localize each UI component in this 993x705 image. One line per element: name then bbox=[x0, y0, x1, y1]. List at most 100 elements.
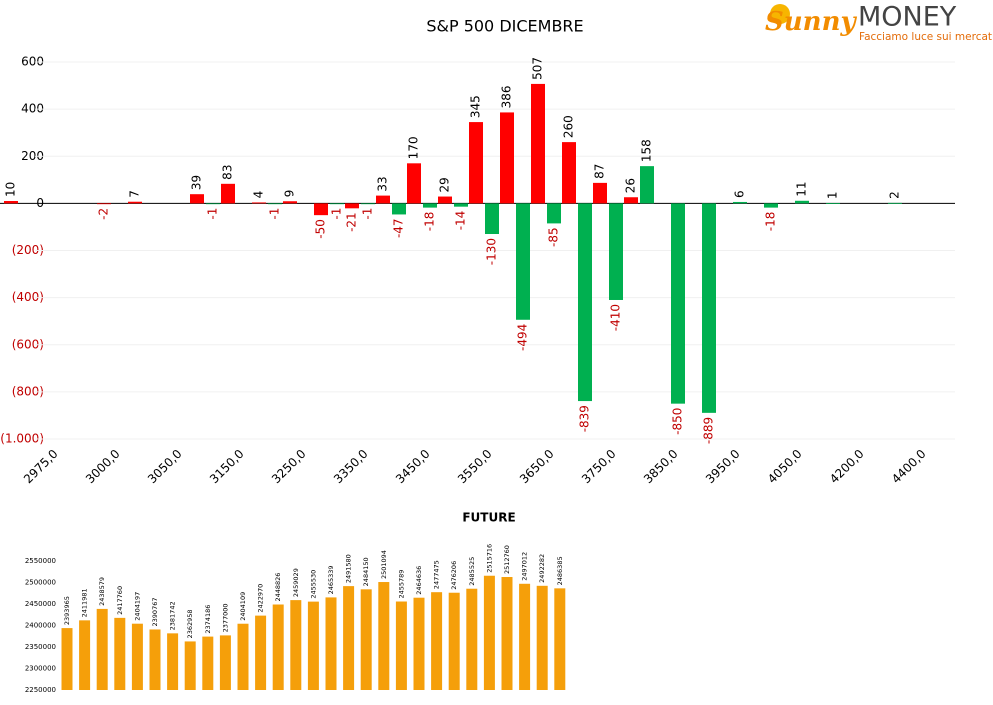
bar bbox=[733, 201, 747, 204]
y-tick-label: 2450000 bbox=[25, 600, 56, 608]
bar bbox=[4, 201, 18, 204]
data-label: 2459029 bbox=[292, 568, 300, 597]
bar bbox=[149, 629, 161, 690]
data-label: 2455530 bbox=[309, 570, 317, 599]
data-label: 2512760 bbox=[503, 545, 511, 574]
bar bbox=[501, 577, 513, 690]
data-label: 2377000 bbox=[221, 603, 229, 632]
y-tick-label: 200 bbox=[21, 149, 44, 163]
bar bbox=[764, 203, 778, 208]
data-label: 345 bbox=[469, 95, 483, 118]
bar bbox=[330, 203, 344, 205]
data-label: -494 bbox=[516, 324, 530, 351]
bar bbox=[345, 203, 359, 209]
data-label: -839 bbox=[578, 405, 592, 432]
data-label: 386 bbox=[500, 86, 514, 109]
data-label: 2492282 bbox=[538, 554, 546, 583]
data-label: -50 bbox=[314, 219, 328, 239]
bar bbox=[360, 589, 372, 690]
bar bbox=[516, 203, 530, 320]
logo-tagline: Facciamo luce sui mercati bbox=[859, 31, 993, 43]
bar bbox=[469, 122, 483, 204]
data-label: -2 bbox=[97, 208, 111, 220]
x-tick-label: 3750,0 bbox=[579, 447, 619, 487]
x-tick-label: 4050,0 bbox=[765, 447, 805, 487]
x-tick-label: 3250,0 bbox=[269, 447, 309, 487]
data-label: 10 bbox=[4, 182, 18, 197]
bar bbox=[888, 202, 902, 204]
data-label: 2477475 bbox=[433, 560, 441, 589]
data-label: 87 bbox=[593, 164, 607, 179]
data-label: 33 bbox=[376, 176, 390, 191]
bar bbox=[531, 83, 545, 204]
bar bbox=[167, 633, 179, 690]
bar bbox=[255, 615, 267, 690]
data-label: 2411981 bbox=[81, 588, 89, 617]
x-tick-label: 3000,0 bbox=[83, 447, 123, 487]
data-label: -889 bbox=[702, 417, 716, 444]
data-label: -410 bbox=[609, 304, 623, 331]
data-label: -130 bbox=[485, 238, 499, 265]
bar bbox=[96, 608, 108, 690]
bar bbox=[307, 601, 319, 690]
bar bbox=[671, 203, 685, 404]
logo-brand: Sunny bbox=[765, 7, 857, 37]
y-tick-label: (200) bbox=[12, 243, 44, 257]
data-label: -85 bbox=[547, 227, 561, 247]
data-label: 2464636 bbox=[415, 566, 423, 595]
bar bbox=[431, 592, 443, 690]
y-tick-label: 2300000 bbox=[25, 665, 56, 673]
bar bbox=[702, 203, 716, 413]
bar bbox=[826, 203, 840, 204]
x-tick-label: 3150,0 bbox=[207, 447, 247, 487]
logo: Sunny MONEY Facciamo luce sui mercati bbox=[765, 2, 993, 44]
y-tick-label: (400) bbox=[12, 290, 44, 304]
data-label: 2484150 bbox=[362, 557, 370, 586]
bar bbox=[392, 203, 406, 215]
data-label: 170 bbox=[407, 136, 421, 159]
data-label: -47 bbox=[392, 218, 406, 238]
bar bbox=[640, 166, 654, 204]
data-label: -1 bbox=[268, 208, 282, 220]
x-tick-label: 2975,0 bbox=[21, 447, 61, 487]
data-label: -18 bbox=[764, 212, 778, 232]
bar bbox=[190, 194, 204, 204]
bar bbox=[413, 597, 425, 690]
bar bbox=[448, 592, 460, 690]
bar bbox=[114, 617, 126, 690]
y-tick-label: 400 bbox=[21, 102, 44, 116]
bar bbox=[624, 197, 638, 204]
data-label: -1 bbox=[361, 208, 375, 220]
bar bbox=[407, 163, 421, 204]
bar bbox=[361, 203, 375, 205]
bar bbox=[252, 202, 266, 204]
bar bbox=[131, 623, 143, 690]
data-label: -18 bbox=[423, 212, 437, 232]
data-label: 26 bbox=[624, 178, 638, 193]
bar bbox=[79, 620, 91, 690]
y-tick-label: 2500000 bbox=[25, 579, 56, 587]
bar bbox=[483, 575, 495, 690]
x-tick-label: 3550,0 bbox=[455, 447, 495, 487]
x-tick-label: 3450,0 bbox=[393, 447, 433, 487]
y-tick-label: 2350000 bbox=[25, 643, 56, 651]
x-tick-label: 4400,0 bbox=[889, 447, 929, 487]
data-label: 158 bbox=[640, 139, 654, 162]
chart-title: S&P 500 DICEMBRE bbox=[426, 17, 583, 36]
data-label: 39 bbox=[190, 175, 204, 190]
bar bbox=[290, 600, 302, 690]
data-label: 2497012 bbox=[521, 552, 529, 581]
data-label: 2515716 bbox=[485, 544, 493, 573]
chart-title: FUTURE bbox=[462, 511, 515, 525]
bar bbox=[219, 635, 231, 690]
data-label: 2404197 bbox=[133, 592, 141, 621]
y-tick-label: (1.000) bbox=[0, 432, 44, 446]
data-label: 2422970 bbox=[257, 584, 265, 613]
x-tick-label: 3850,0 bbox=[641, 447, 681, 487]
logo-sun bbox=[770, 4, 790, 24]
bar bbox=[97, 203, 111, 205]
bar bbox=[202, 636, 214, 690]
data-label: 2438579 bbox=[98, 577, 106, 606]
bar bbox=[438, 196, 452, 204]
